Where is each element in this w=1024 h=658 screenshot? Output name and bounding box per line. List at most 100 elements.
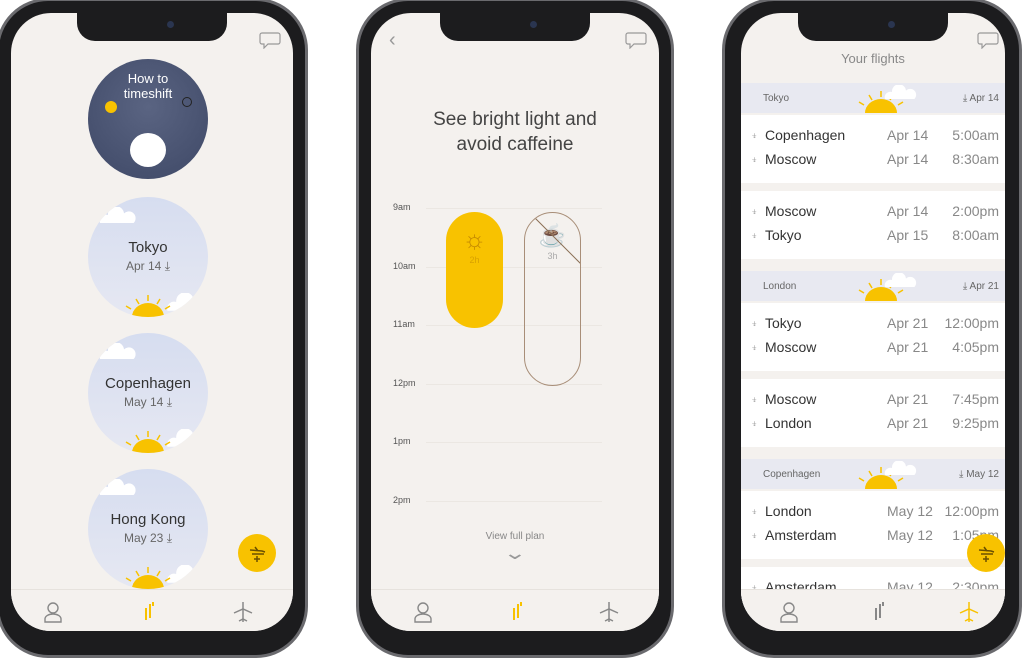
chat-icon[interactable] (625, 31, 647, 49)
bright-light-block[interactable]: ☼ 2h (446, 212, 503, 328)
time-label: 12pm (393, 377, 416, 388)
date: May 12 (887, 527, 933, 543)
flights-screen: Your flights Tokyo ⤓ Apr 14 ⍖ Copenhagen Ap… (741, 13, 1005, 631)
tab-bar (11, 589, 293, 631)
trip-date: ⤓ Apr 14 (962, 93, 999, 104)
chat-icon[interactable] (977, 31, 999, 49)
date: Apr 21 (887, 315, 929, 331)
time-label: 1pm (393, 436, 411, 446)
time: 12:00pm (944, 315, 999, 331)
tab-profile[interactable] (777, 600, 801, 624)
arrival-icon: ⍖ (751, 530, 758, 542)
avoid-caffeine-block[interactable]: ☕ 3h (524, 212, 581, 386)
grid-line (426, 442, 602, 443)
date: Apr 14 (887, 127, 929, 143)
arrival-icon: ⍖ (751, 418, 758, 430)
chevron-down-icon[interactable]: ⌄ (502, 543, 528, 563)
grid-line (426, 208, 602, 209)
time-label: 2pm (393, 494, 411, 505)
tab-plan[interactable] (505, 600, 529, 624)
sunrise-icon (118, 293, 178, 317)
add-flight-icon (976, 543, 996, 563)
date: Apr 21 (887, 415, 929, 431)
trip-destination: Copenhagen (763, 469, 821, 480)
city: Copenhagen (765, 127, 846, 143)
flight-card[interactable]: ⍖ Tokyo Apr 21 12:00pm ⍖ Moscow Apr 21 4:05pm (741, 303, 1005, 371)
trip-card[interactable]: Copenhagen May 14 ⤓ (88, 333, 208, 453)
flight-leg: ⍖ Moscow Apr 21 7:45pm (741, 391, 1005, 411)
smiling-face-illustration (130, 133, 166, 167)
date: Apr 14 (887, 203, 929, 219)
view-full-plan-link[interactable]: View full plan (485, 531, 545, 542)
date: Apr 21 (887, 339, 929, 355)
city: London (765, 415, 812, 431)
city: Moscow (765, 339, 817, 355)
duration-label: 2h (469, 255, 480, 265)
duration-label: 3h (547, 251, 558, 261)
tab-plan[interactable] (867, 600, 891, 624)
trip-city: Hong Kong (110, 511, 186, 528)
trip-header[interactable]: Copenhagen ⤓ May 12 (741, 459, 1005, 489)
notch (440, 13, 590, 41)
trips-screen: How to timeshift Tokyo Apr 14 ⤓ Copenhag… (11, 13, 293, 631)
flight-card[interactable]: ⍖ Copenhagen Apr 14 5:00am ⍖ Moscow Apr 14 8:30… (741, 115, 1005, 183)
moon-dot-icon (182, 97, 192, 107)
flight-leg: ⍖ London Apr 21 9:25pm (741, 415, 1005, 435)
cloud-icon (881, 85, 917, 99)
trip-card[interactable]: Hong Kong May 23 ⤓ (88, 469, 208, 589)
notch (77, 13, 227, 41)
flight-card[interactable]: ⍖ Moscow Apr 14 2:00pm ⍖ Tokyo Apr 15 8:00am (741, 191, 1005, 259)
flight-leg: ⍖ Copenhagen Apr 14 5:00am (741, 127, 1005, 147)
time-label: 9am (393, 202, 411, 212)
how-to-timeshift-card[interactable]: How to timeshift (88, 59, 208, 179)
time-label: 11am (393, 319, 415, 329)
back-button[interactable]: ‹ (389, 29, 396, 51)
add-flight-button[interactable] (967, 534, 1005, 572)
flight-leg: ⍖ London May 12 12:00pm (741, 503, 1005, 523)
grid-line (426, 325, 602, 326)
arrival-icon: ⍖ (751, 342, 758, 354)
flight-card[interactable]: ⍖ London May 12 12:00pm ⍖ Amsterdam May 12 1:05… (741, 491, 1005, 559)
flight-card[interactable]: ⍖ Moscow Apr 21 7:45pm ⍖ London Apr 21 9:25pm (741, 379, 1005, 447)
time: 5:00am (952, 127, 999, 143)
tab-flights[interactable] (957, 600, 981, 624)
trip-card[interactable]: Tokyo Apr 14 ⤓ (88, 197, 208, 317)
flight-leg: ⍖ Tokyo Apr 15 8:00am (741, 227, 1005, 247)
departure-icon: ⍖ (751, 206, 758, 218)
trip-destination: Tokyo (763, 93, 790, 104)
time-label: 10am (393, 260, 416, 271)
trip-header[interactable]: Tokyo ⤓ Apr 14 (741, 83, 1005, 113)
tab-bar (371, 589, 659, 631)
sunrise-icon (118, 565, 178, 589)
tab-flights[interactable] (231, 600, 255, 624)
trip-date: ⤓ May 12 (959, 469, 999, 480)
arrival-icon: ⍖ (751, 154, 758, 166)
time: 4:05pm (952, 339, 999, 355)
trip-date: Apr 14 ⤓ (126, 259, 170, 273)
city: Moscow (765, 151, 817, 167)
tab-plan[interactable] (137, 600, 161, 624)
departure-icon: ⍖ (751, 130, 758, 142)
sun-dot-icon (105, 101, 117, 113)
tab-profile[interactable] (411, 600, 435, 624)
add-flight-button[interactable] (238, 534, 276, 572)
tab-flights[interactable] (597, 600, 621, 624)
plan-title-line1: See bright light and (433, 109, 597, 130)
trip-header[interactable]: London ⤓ Apr 21 (741, 271, 1005, 301)
tab-profile[interactable] (41, 600, 65, 624)
sunrise-icon (118, 429, 178, 453)
grid-line (426, 266, 602, 268)
city: Tokyo (765, 227, 802, 243)
departure-icon: ⍖ (751, 394, 758, 406)
time: 9:25pm (952, 415, 999, 431)
intro-title-line2: timeshift (123, 86, 173, 101)
date: Apr 15 (887, 227, 929, 243)
chat-icon[interactable] (259, 31, 281, 49)
city: London (765, 503, 812, 519)
date: Apr 21 (887, 391, 929, 407)
time: 7:45pm (952, 391, 999, 407)
flight-leg: ⍖ Moscow Apr 14 8:30am (741, 151, 1005, 171)
time: 12:00pm (944, 503, 999, 519)
plan-title-line2: avoid caffeine (456, 134, 574, 155)
plan-title: See bright light and avoid caffeine (371, 107, 659, 157)
